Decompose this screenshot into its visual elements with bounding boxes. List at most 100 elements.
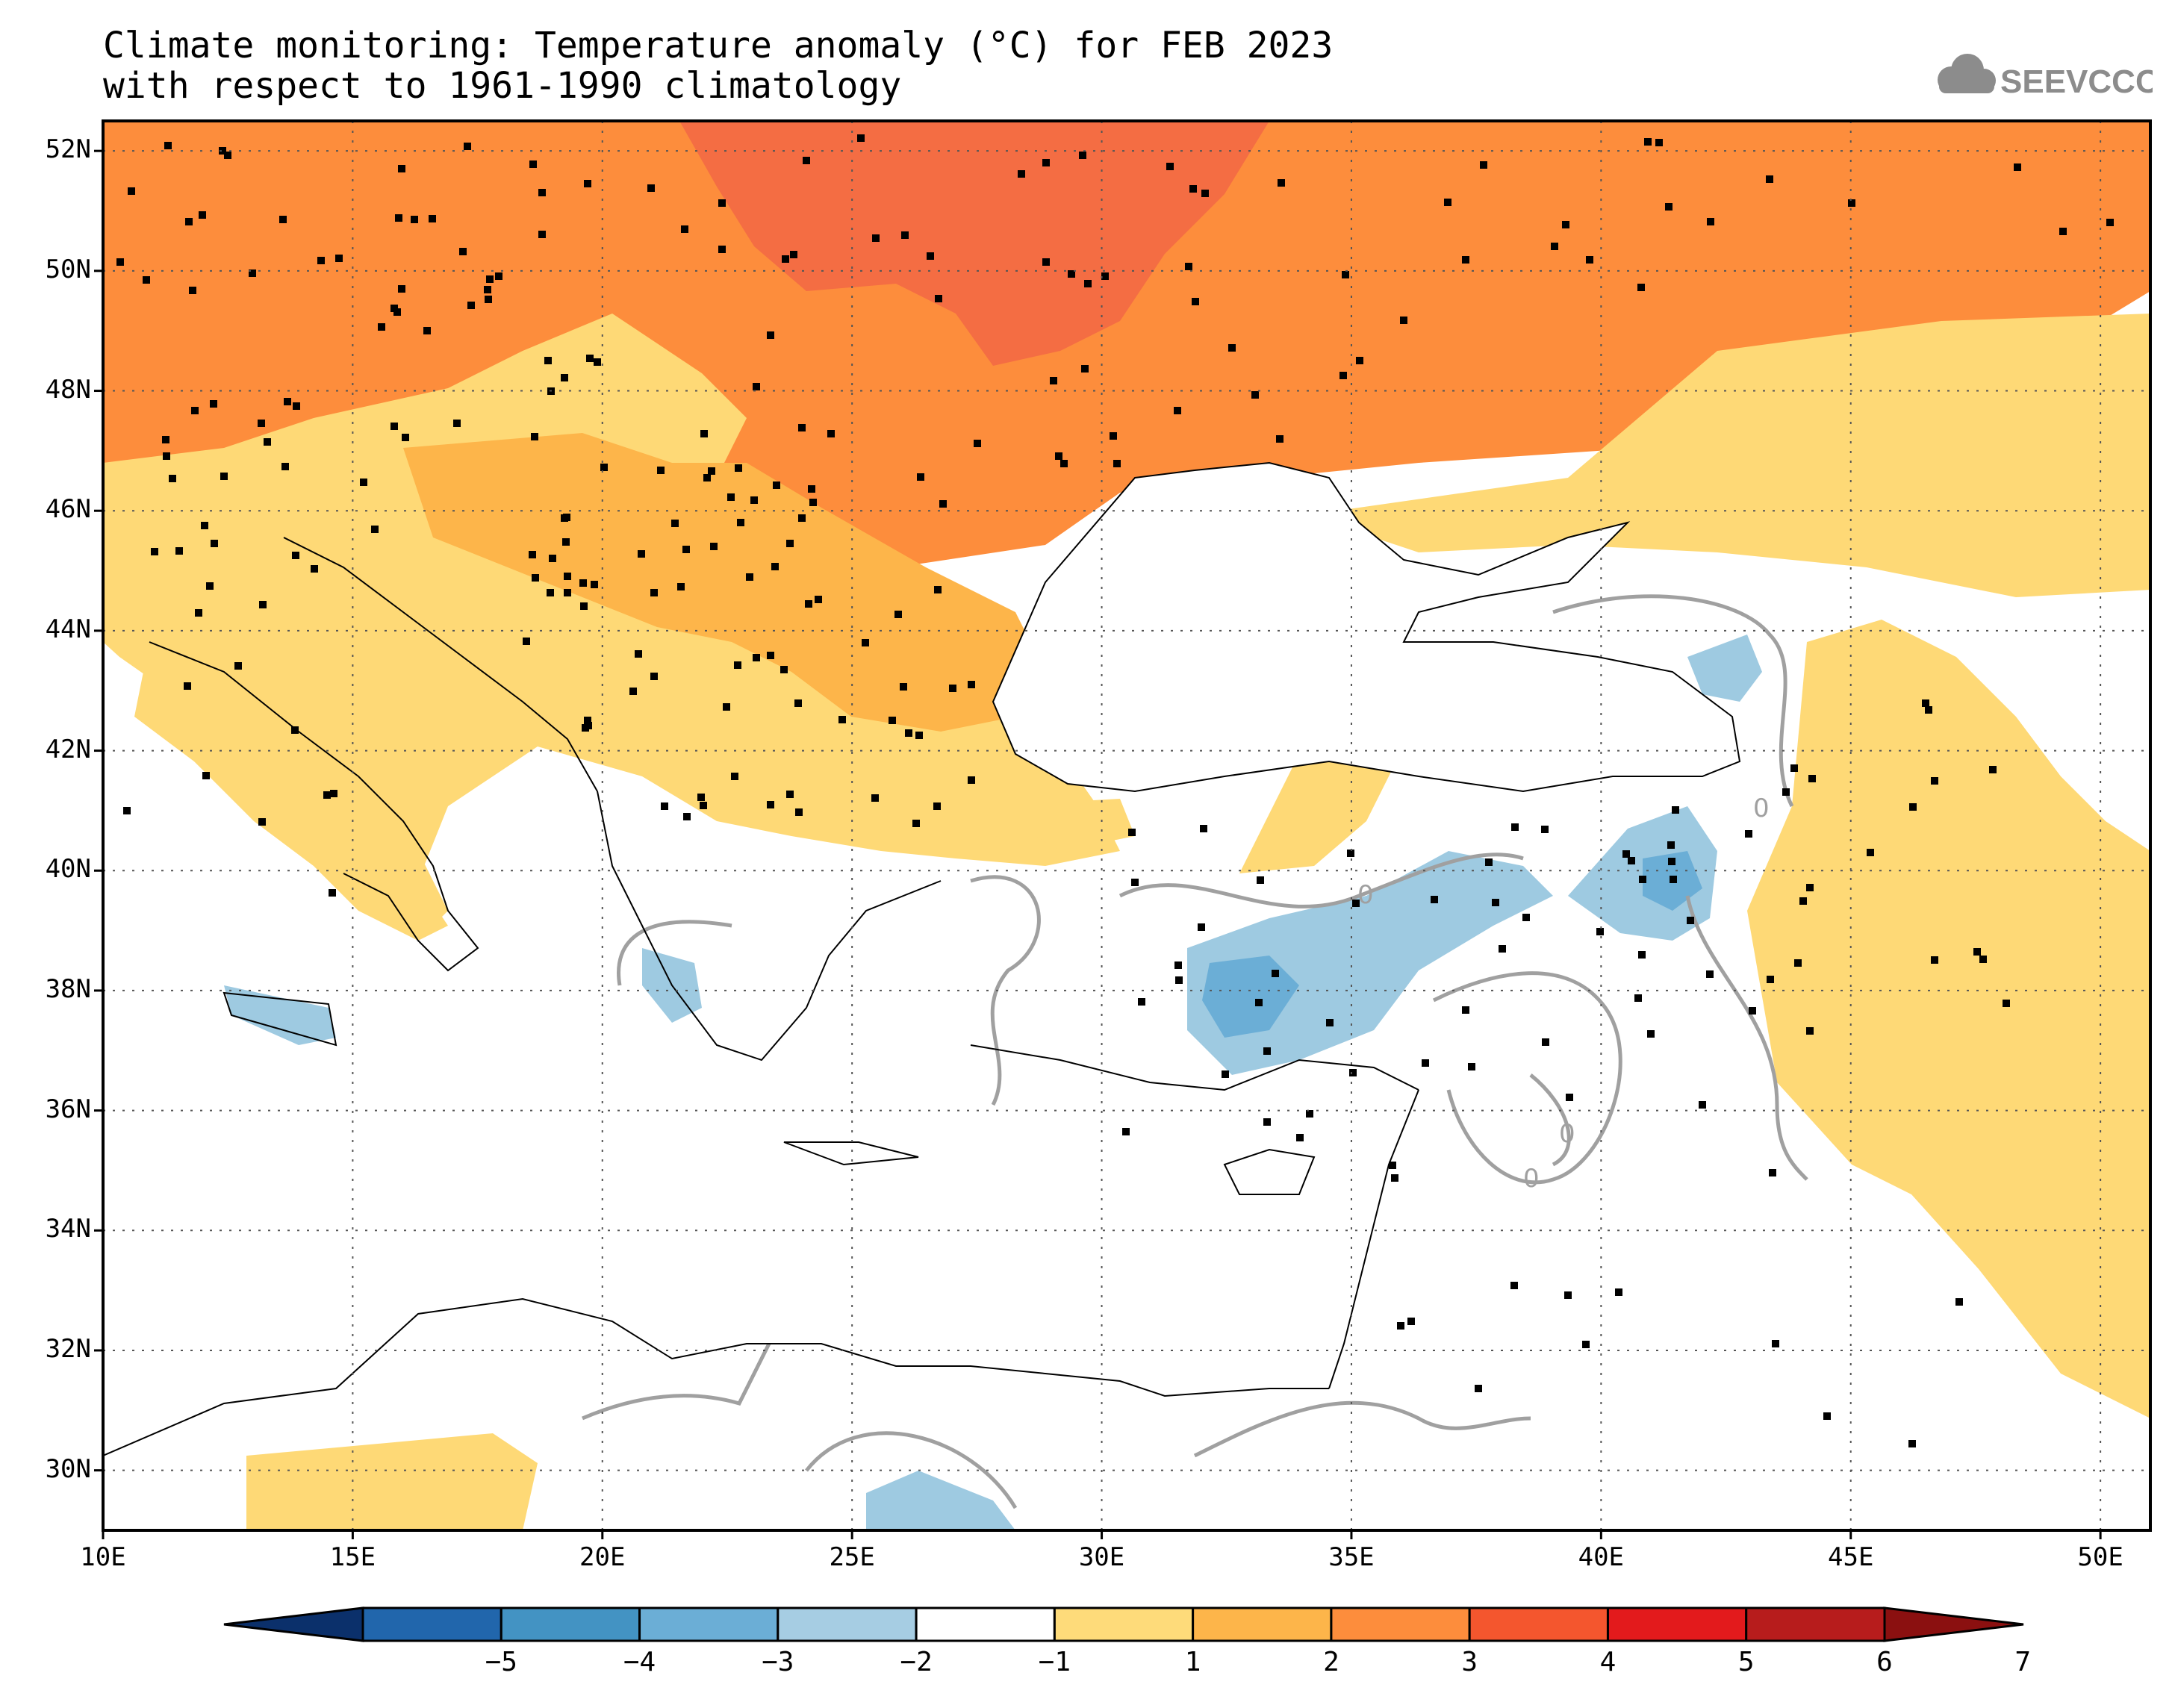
station-marker (1042, 159, 1050, 166)
station-marker (939, 500, 947, 508)
station-marker (529, 160, 537, 168)
station-marker (790, 251, 797, 258)
station-marker (1672, 806, 1679, 814)
region-caucasus-mild (1747, 620, 2150, 1418)
station-marker (284, 398, 291, 405)
station-marker (1189, 185, 1197, 193)
station-marker (1670, 876, 1677, 883)
station-marker (1055, 452, 1062, 460)
greece-coast (597, 791, 942, 1062)
station-marker (753, 654, 760, 661)
lon-tick-label: 50E (2077, 1542, 2123, 1572)
station-marker (915, 732, 923, 739)
colorbar-tick-label: 5 (1737, 1647, 1755, 1677)
station-marker (258, 818, 266, 826)
station-marker (1084, 280, 1092, 287)
zero-contour-labels: 0 0 0 0 (1357, 794, 1770, 1194)
station-marker (1637, 284, 1645, 291)
station-marker (163, 452, 170, 460)
station-marker (584, 180, 591, 187)
station-marker (371, 526, 379, 533)
station-marker (1823, 1412, 1831, 1420)
colorbar-swatch (1053, 1606, 1195, 1642)
adriatic-coast (283, 537, 598, 792)
colorbar-swatch (1192, 1606, 1333, 1642)
station-marker (279, 216, 287, 223)
station-marker (1422, 1059, 1429, 1067)
station-marker (549, 555, 556, 562)
station-marker (1081, 365, 1089, 373)
station-marker (1492, 899, 1499, 906)
station-marker (1185, 263, 1192, 270)
station-marker (1745, 830, 1752, 838)
lat-tick-label: 46N (45, 494, 91, 525)
station-marker (650, 589, 658, 596)
station-marker (453, 420, 461, 427)
station-marker (1174, 407, 1181, 414)
station-marker (1228, 344, 1236, 352)
station-marker (657, 467, 665, 474)
lat-tick-label: 40N (45, 854, 91, 885)
station-marker (523, 638, 530, 645)
station-marker (1444, 199, 1451, 206)
station-marker (629, 688, 637, 695)
lon-tick-label: 15E (329, 1542, 376, 1572)
station-marker (1391, 1174, 1398, 1182)
lat-tick-label: 44N (45, 614, 91, 644)
station-marker (862, 639, 869, 646)
station-marker (1622, 850, 1630, 858)
station-marker (974, 440, 981, 447)
colorbar-swatch (1606, 1606, 1748, 1642)
station-marker (1955, 1298, 1963, 1306)
station-marker (1639, 876, 1646, 883)
lat-tick-label: 38N (45, 973, 91, 1004)
station-marker (206, 582, 214, 590)
station-marker (164, 142, 172, 149)
station-marker (934, 586, 942, 593)
station-marker (1174, 961, 1182, 969)
station-marker (258, 420, 265, 427)
station-marker (538, 231, 546, 238)
colorbar-tick-label: 1 (1184, 1647, 1201, 1677)
station-marker (585, 722, 592, 729)
colorbar-swatch (915, 1606, 1056, 1642)
station-marker (564, 573, 571, 580)
station-marker (1848, 199, 1855, 207)
colorbar-swatch (1745, 1606, 1886, 1642)
station-marker (1542, 1038, 1549, 1046)
station-marker (782, 255, 789, 263)
north-africa-coast (103, 1297, 1329, 1456)
station-marker (467, 302, 475, 309)
station-marker (1198, 923, 1205, 931)
zero-contour (582, 1342, 771, 1421)
station-marker (1510, 1282, 1518, 1289)
region-egypt-cool (866, 1471, 1015, 1530)
station-marker (1257, 876, 1264, 884)
zero-contour (805, 1431, 1018, 1509)
lat-tick-label: 48N (45, 374, 91, 405)
zero-contours (582, 594, 1808, 1509)
station-marker (292, 552, 299, 559)
station-marker (703, 474, 711, 481)
station-marker (1407, 1318, 1415, 1325)
station-marker (889, 717, 896, 724)
station-marker (661, 802, 668, 810)
station-marker (169, 475, 176, 482)
title-line-2: with respect to 1961-1990 climatology (103, 65, 902, 107)
lon-tick-label: 20E (579, 1542, 626, 1572)
title-line-1: Climate monitoring: Temperature anomaly … (103, 25, 1334, 66)
station-marker (1131, 879, 1139, 886)
lon-tick-label: 10E (80, 1542, 126, 1572)
station-marker (390, 423, 398, 430)
station-marker (723, 703, 730, 711)
station-marker (544, 357, 552, 364)
station-marker (1356, 357, 1363, 364)
station-marker (1175, 976, 1183, 984)
black-sea (993, 463, 1740, 791)
colorbar-tick-label: −5 (485, 1647, 517, 1677)
lon-tick-label: 30E (1078, 1542, 1125, 1572)
station-marker (398, 165, 405, 172)
station-marker (211, 540, 218, 547)
station-marker (894, 611, 902, 618)
station-marker (1400, 317, 1407, 324)
